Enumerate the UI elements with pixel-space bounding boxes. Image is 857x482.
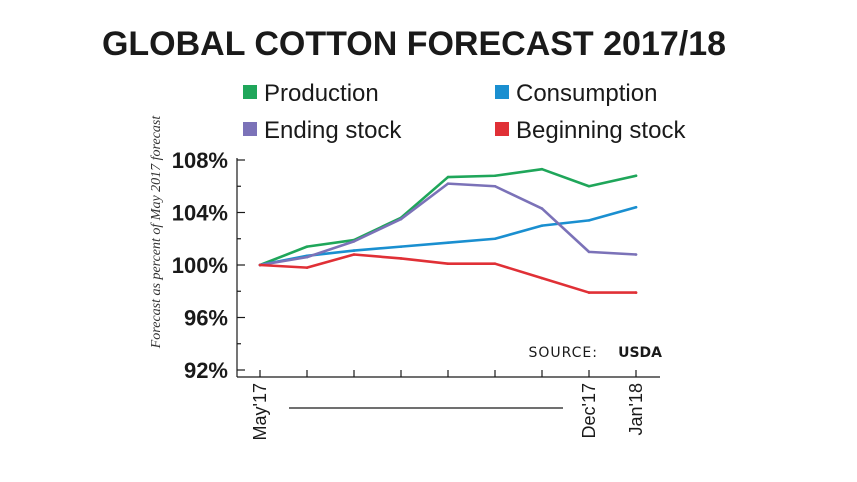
x-tick-label: May'17: [250, 383, 270, 440]
data-point-beginning-stock: [305, 266, 309, 269]
data-point-beginning-stock: [352, 253, 356, 256]
data-point-beginning-stock: [446, 262, 450, 265]
data-point-production: [587, 184, 591, 188]
data-point-consumption: [399, 245, 403, 248]
y-tick-label: 100%: [172, 253, 228, 278]
legend-swatch-ending-stock: [243, 122, 257, 136]
series-line-consumption: [258, 205, 638, 267]
legend-swatch-consumption: [495, 85, 509, 99]
legend-label-beginning-stock: Beginning stock: [516, 117, 686, 144]
y-ticks: 92% 96% 100% 104% 108%: [172, 148, 245, 383]
y-tick-label: 108%: [172, 148, 228, 173]
series-line-beginning-stock: [258, 253, 638, 294]
chart-title: GLOBAL COTTON FORECAST 2017/18: [102, 25, 726, 63]
y-axis-label: Forecast as percent of May 2017 forecast: [149, 115, 164, 350]
data-point-ending-stock: [493, 184, 497, 188]
series-lines: [258, 167, 638, 294]
data-point-consumption: [634, 205, 638, 209]
legend-label-production: Production: [264, 80, 379, 107]
x-ticks: May'17 Dec'17 Jan'18: [250, 370, 646, 440]
y-tick-label: 104%: [172, 201, 228, 226]
source-label: SOURCE:: [528, 345, 598, 361]
data-point-beginning-stock: [493, 262, 497, 265]
data-point-consumption: [446, 241, 450, 244]
data-point-ending-stock: [305, 255, 309, 259]
data-point-ending-stock: [352, 240, 356, 243]
data-point-production: [305, 245, 309, 248]
y-tick-label: 92%: [184, 358, 228, 383]
x-tick-label: Dec'17: [579, 383, 599, 438]
data-point-production: [446, 175, 450, 179]
data-point-ending-stock: [540, 207, 544, 210]
data-point-consumption: [540, 224, 544, 227]
data-point-ending-stock: [446, 182, 450, 185]
legend-swatch-beginning-stock: [495, 122, 509, 136]
data-point-ending-stock: [399, 217, 403, 221]
y-tick-label: 96%: [184, 306, 228, 331]
series-line-ending-stock: [258, 182, 638, 267]
data-point-ending-stock: [587, 250, 591, 254]
data-point-consumption: [352, 249, 356, 252]
data-point-beginning-stock: [540, 276, 544, 280]
data-point-production: [493, 174, 497, 178]
data-point-consumption: [493, 237, 497, 241]
legend-swatch-production: [243, 85, 257, 99]
data-point-beginning-stock: [634, 291, 638, 294]
legend-label-ending-stock: Ending stock: [264, 117, 402, 144]
data-point-beginning-stock: [399, 257, 403, 260]
data-point-production: [540, 167, 544, 171]
data-point-production: [634, 174, 638, 178]
legend-label-consumption: Consumption: [516, 80, 657, 107]
data-point-ending-stock: [634, 253, 638, 256]
data-point-beginning-stock: [587, 291, 591, 294]
data-point-beginning-stock: [258, 263, 262, 267]
x-tick-label: Jan'18: [626, 383, 646, 435]
source-value: USDA: [618, 345, 662, 361]
data-point-consumption: [587, 219, 591, 222]
